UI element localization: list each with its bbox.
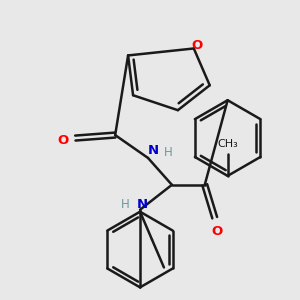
Text: H: H	[164, 146, 172, 160]
Text: CH₃: CH₃	[217, 139, 238, 149]
Text: N: N	[147, 143, 158, 157]
Text: H: H	[121, 198, 130, 211]
Text: O: O	[191, 39, 202, 52]
Text: O: O	[211, 225, 222, 238]
Text: N: N	[136, 198, 148, 211]
Text: O: O	[58, 134, 69, 146]
